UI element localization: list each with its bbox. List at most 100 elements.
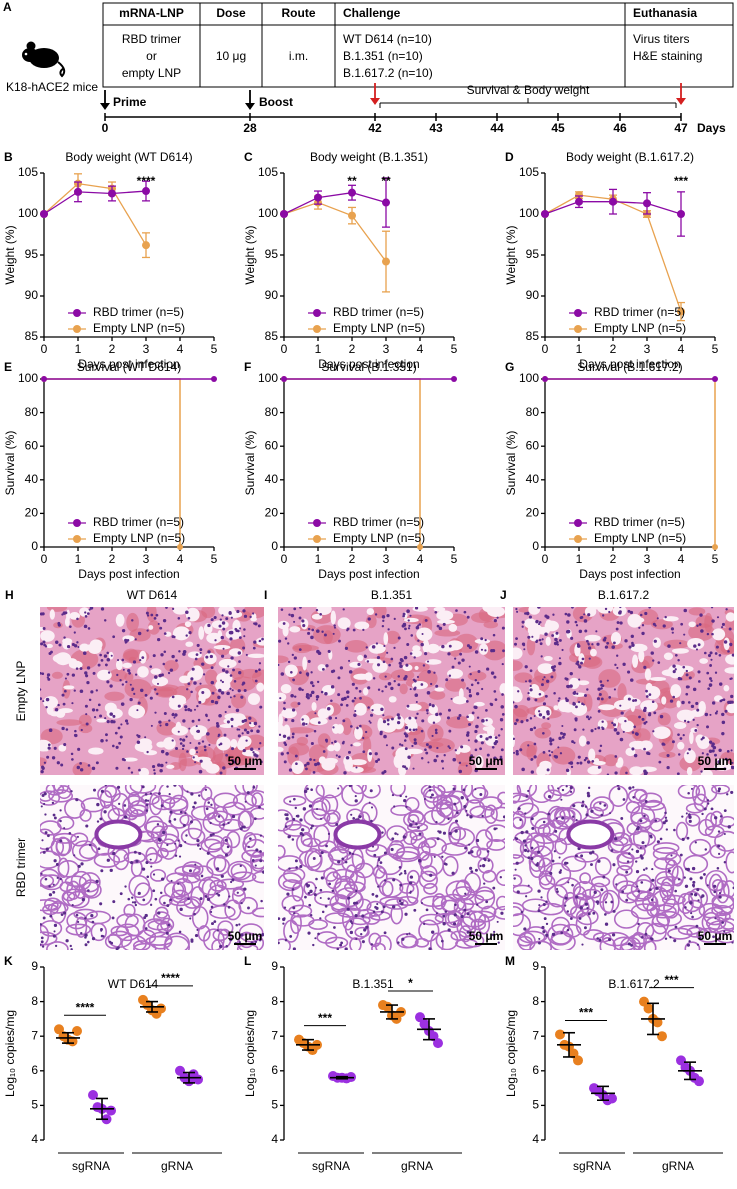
nucleus [53,746,57,750]
nucleus [326,706,331,711]
nucleus [124,638,128,642]
nucleus [230,616,233,619]
nucleus [468,688,472,692]
nucleus [445,678,449,682]
nucleus [292,947,296,950]
nucleus [41,945,45,948]
nucleus [631,731,635,734]
nucleus [491,933,495,937]
air-space [630,643,648,653]
nucleus [632,786,635,789]
nucleus [385,744,388,747]
air-space [189,748,196,756]
red-blood-area [519,740,538,757]
nucleus [210,666,214,670]
nucleus [596,697,600,701]
nucleus [587,717,591,721]
nucleus [177,839,180,842]
nucleus [603,636,607,640]
alveolus [209,879,227,892]
nucleus [160,749,165,754]
nucleus [238,636,242,640]
nucleus [299,831,303,836]
nucleus [601,726,604,729]
nucleus [664,816,668,819]
y-tick-label: 90 [265,288,279,302]
nucleus [253,721,258,726]
nucleus [70,790,73,793]
air-space [597,719,608,730]
nucleus [545,933,549,937]
chart-title: Body weight (B.1.617.2) [566,150,694,164]
boost-label: Boost [259,95,293,109]
nucleus [134,638,137,641]
nucleus [521,767,525,772]
nucleus [177,882,180,885]
data-point [382,198,390,207]
nucleus [393,805,396,808]
nucleus [570,636,574,640]
nucleus [413,908,417,912]
nucleus [109,684,113,688]
nucleus [664,811,667,815]
nucleus [136,734,139,737]
air-space [644,668,652,681]
nucleus [209,833,213,837]
nucleus [144,799,148,802]
nucleus [586,741,590,745]
nucleus [100,869,104,873]
nucleus [540,655,543,658]
y-tick-label: 20 [526,506,540,520]
nucleus [383,734,387,739]
air-space [218,658,237,669]
nucleus [120,723,123,726]
nucleus [345,704,349,707]
nucleus [219,618,222,621]
nucleus [193,912,196,916]
air-space [63,685,75,690]
nucleus [417,826,420,830]
air-space [309,717,328,726]
y-axis-label: Log₁₀ copies/mg [243,1010,257,1097]
air-space [278,746,284,753]
nucleus [351,682,355,686]
alveolus [81,881,102,899]
nucleus [697,670,701,674]
nucleus [40,872,43,875]
nucleus [475,692,480,696]
nucleus [530,856,534,861]
nucleus [225,945,228,948]
nucleus [79,689,84,694]
nucleus [474,788,477,791]
legend-label: RBD trimer (n=5) [93,515,184,529]
nucleus [571,740,574,744]
nucleus [324,692,328,696]
nucleus [611,933,616,937]
nucleus [644,611,648,616]
nucleus [526,697,531,701]
alveolus [82,879,99,898]
air-space [725,612,734,622]
alveolus [543,789,562,802]
y-tick-label: 0 [532,539,539,553]
nucleus [587,613,591,617]
data-point [41,376,47,382]
nucleus [641,717,645,721]
nucleus [520,910,524,914]
y-tick-label: 100 [18,206,38,220]
nucleus [537,889,541,893]
nucleus [622,730,625,733]
nucleus [570,765,574,769]
alveolus [390,804,412,816]
nucleus [723,930,726,933]
nucleus [76,641,79,644]
data-point [382,1001,393,1012]
nucleus [670,627,674,631]
nucleus [516,890,520,894]
nucleus [413,738,417,742]
nucleus [364,730,368,734]
nucleus [324,633,327,637]
nucleus [240,901,243,905]
data-point [88,1090,98,1101]
alveolus [332,868,355,881]
